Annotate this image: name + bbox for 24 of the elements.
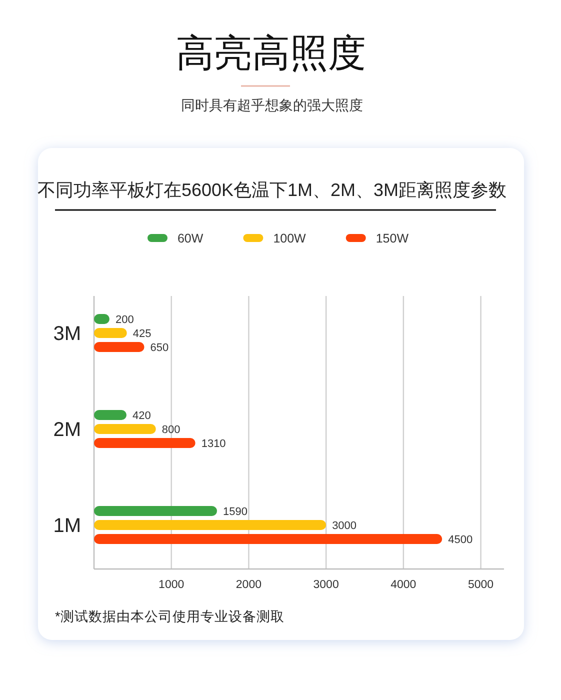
y-tick-label: 2M (53, 419, 81, 441)
legend-label: 150W (376, 232, 408, 246)
chart-title: 不同功率平板灯在5600K色温下1M、2M、3M距离照度参数 (37, 180, 507, 200)
x-tick-label: 2000 (236, 579, 262, 591)
data-label: 200 (115, 314, 134, 326)
data-label: 1590 (223, 506, 248, 518)
data-label: 800 (162, 424, 180, 436)
x-tick-label: 4000 (390, 579, 416, 591)
x-tick-label: 5000 (468, 579, 494, 591)
x-tick-label: 3000 (313, 579, 339, 591)
data-label: 420 (132, 410, 151, 422)
data-label: 650 (150, 342, 169, 354)
legend-label: 60W (178, 232, 204, 246)
data-label: 1310 (201, 438, 226, 450)
heading: 高亮高照度 (176, 33, 366, 75)
x-tick-label: 1000 (158, 579, 184, 591)
data-label: 3000 (332, 520, 357, 532)
legend-label: 100W (273, 232, 306, 246)
tagline: 同时具有超乎想象的强大照度 (181, 97, 363, 113)
y-tick-label: 1M (53, 515, 81, 537)
y-tick-label: 3M (53, 323, 81, 345)
footnote: *测试数据由本公司使用专业设备测取 (55, 609, 284, 624)
data-label: 4500 (448, 534, 473, 546)
data-label: 425 (132, 328, 152, 340)
